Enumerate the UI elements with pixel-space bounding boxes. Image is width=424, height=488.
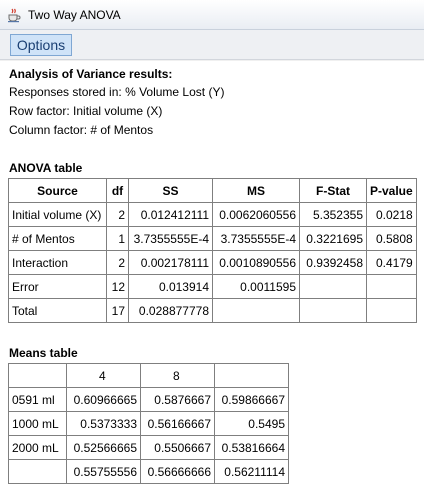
mean-cell: 0.52566665 <box>66 435 141 460</box>
ss-cell: 0.002178111 <box>128 250 213 275</box>
header-df: df <box>106 178 129 203</box>
ss-cell: 3.7355555E-4 <box>128 226 213 251</box>
table-row: Error 12 0.013914 0.0011595 <box>8 274 417 299</box>
header-ss: SS <box>128 178 213 203</box>
df-cell: 12 <box>106 274 129 299</box>
pvalue-cell: 0.4179 <box>366 250 417 275</box>
pvalue-cell <box>366 274 417 299</box>
source-cell: Initial volume (X) <box>8 202 107 227</box>
mean-cell: 0.56166667 <box>140 411 215 436</box>
row-label-cell: 2000 mL <box>8 435 67 460</box>
header-fstat: F-Stat <box>299 178 367 203</box>
header-source: Source <box>8 178 107 203</box>
df-cell: 17 <box>106 298 129 323</box>
row-factor-text: Row factor: Initial volume (X) <box>9 104 163 118</box>
java-cup-icon <box>6 7 22 23</box>
source-cell: # of Mentos <box>8 226 107 251</box>
ms-cell <box>212 298 300 323</box>
row-label-cell: 1000 mL <box>8 411 67 436</box>
df-cell: 1 <box>106 226 129 251</box>
means-table: 4 8 0591 ml 0.60966665 0.5876667 0.59866… <box>8 363 289 484</box>
title-bar: Two Way ANOVA <box>0 0 424 30</box>
table-row: Interaction 2 0.002178111 0.0010890556 0… <box>8 250 417 275</box>
ss-cell: 0.012412111 <box>128 202 213 227</box>
means-header-col: 4 <box>66 363 141 388</box>
table-row: 2000 mL 0.52566665 0.5506667 0.53816664 <box>8 435 289 460</box>
table-row: Total 17 0.028877778 <box>8 298 417 323</box>
df-cell: 2 <box>106 202 129 227</box>
anova-header-row: Source df SS MS F-Stat P-value <box>8 178 417 203</box>
mean-cell: 0.5876667 <box>140 387 215 412</box>
menu-bar: Options <box>0 30 424 60</box>
mean-cell: 0.55755556 <box>66 459 141 484</box>
mean-cell: 0.5495 <box>214 411 289 436</box>
mean-cell: 0.59866667 <box>214 387 289 412</box>
means-header-col: 8 <box>140 363 215 388</box>
means-header-col <box>214 363 289 388</box>
window-title: Two Way ANOVA <box>28 7 121 22</box>
responses-text: Responses stored in: % Volume Lost (Y) <box>9 85 225 99</box>
results-panel: Analysis of Variance results: Responses … <box>0 61 424 488</box>
ss-cell: 0.013914 <box>128 274 213 299</box>
ss-cell: 0.028877778 <box>128 298 213 323</box>
means-header-row: 4 8 <box>8 363 289 388</box>
mean-cell: 0.56666666 <box>140 459 215 484</box>
source-cell: Interaction <box>8 250 107 275</box>
table-row: # of Mentos 1 3.7355555E-4 3.7355555E-4 … <box>8 226 417 251</box>
pvalue-cell: 0.0218 <box>366 202 417 227</box>
means-table-title: Means table <box>9 346 78 360</box>
df-cell: 2 <box>106 250 129 275</box>
anova-table: Source df SS MS F-Stat P-value Initial v… <box>8 178 417 323</box>
ms-cell: 0.0010890556 <box>212 250 300 275</box>
mean-cell: 0.56211114 <box>214 459 289 484</box>
table-row: Initial volume (X) 2 0.012412111 0.00620… <box>8 202 417 227</box>
fstat-cell: 0.9392458 <box>299 250 367 275</box>
mean-cell: 0.53816664 <box>214 435 289 460</box>
mean-cell: 0.5506667 <box>140 435 215 460</box>
row-label-cell <box>8 459 67 484</box>
ms-cell: 0.0062060556 <box>212 202 300 227</box>
fstat-cell: 0.3221695 <box>299 226 367 251</box>
source-cell: Total <box>8 298 107 323</box>
ms-cell: 3.7355555E-4 <box>212 226 300 251</box>
options-button[interactable]: Options <box>10 34 72 56</box>
mean-cell: 0.60966665 <box>66 387 141 412</box>
anova-table-title: ANOVA table <box>9 161 83 175</box>
source-cell: Error <box>8 274 107 299</box>
results-heading: Analysis of Variance results: <box>9 67 173 81</box>
table-row: 0591 ml 0.60966665 0.5876667 0.59866667 <box>8 387 289 412</box>
fstat-cell: 5.352355 <box>299 202 367 227</box>
header-pvalue: P-value <box>366 178 417 203</box>
means-header-corner <box>8 363 67 388</box>
fstat-cell <box>299 274 367 299</box>
table-row: 0.55755556 0.56666666 0.56211114 <box>8 459 289 484</box>
pvalue-cell <box>366 298 417 323</box>
table-row: 1000 mL 0.5373333 0.56166667 0.5495 <box>8 411 289 436</box>
pvalue-cell: 0.5808 <box>366 226 417 251</box>
column-factor-text: Column factor: # of Mentos <box>9 123 154 137</box>
mean-cell: 0.5373333 <box>66 411 141 436</box>
row-label-cell: 0591 ml <box>8 387 67 412</box>
ms-cell: 0.0011595 <box>212 274 300 299</box>
fstat-cell <box>299 298 367 323</box>
header-ms: MS <box>212 178 300 203</box>
